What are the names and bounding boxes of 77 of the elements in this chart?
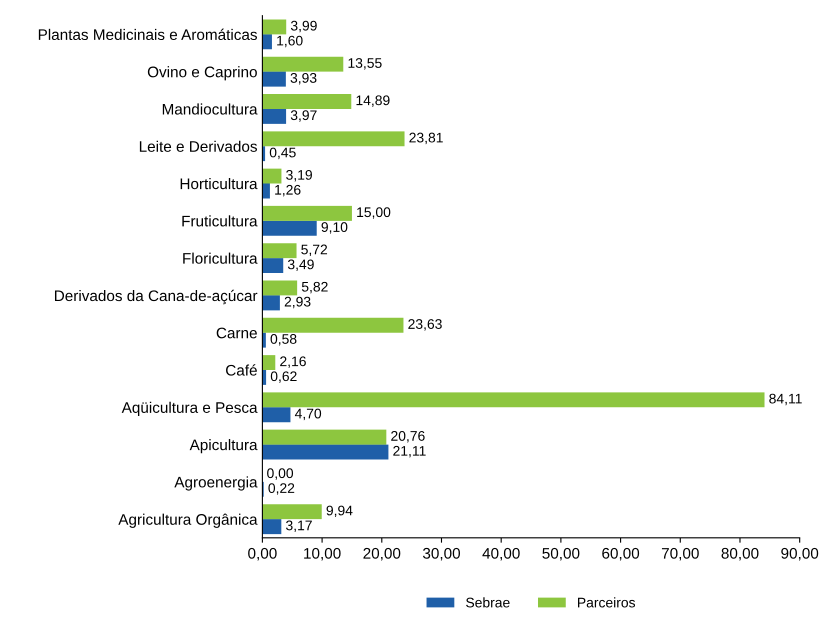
bar xyxy=(262,392,765,408)
bar xyxy=(262,295,280,310)
data-label: 5,72 xyxy=(301,244,328,256)
bar xyxy=(262,108,286,124)
x-tick-label: 90,00 xyxy=(781,548,818,561)
x-tick-label: 10,00 xyxy=(304,548,341,561)
bar xyxy=(262,318,404,333)
data-label: 0,58 xyxy=(270,334,296,346)
bar xyxy=(262,519,282,534)
data-label: 0,62 xyxy=(270,371,297,383)
bar xyxy=(262,206,352,221)
bar xyxy=(262,430,386,445)
y-tick-label: Carne xyxy=(216,328,257,338)
y-tick-label: Ovino e Caprino xyxy=(148,66,257,80)
x-tick-label: 0,00 xyxy=(248,548,277,561)
y-tick-label: Agroenergia xyxy=(174,476,258,491)
data-label: 0,00 xyxy=(267,468,294,480)
bar xyxy=(262,243,297,258)
x-tick-label: 40,00 xyxy=(482,548,520,561)
y-tick-label: Derivados da Cana-de-açúcar xyxy=(54,290,258,304)
bar xyxy=(262,258,284,274)
y-tick-label: Agricultura Orgânica xyxy=(118,514,258,528)
data-label: 13,55 xyxy=(348,58,382,70)
y-tick-label: Aqüicultura e Pesca xyxy=(122,402,258,416)
bar xyxy=(262,72,286,87)
data-label: 2,16 xyxy=(280,356,306,368)
data-label: 9,10 xyxy=(322,222,348,234)
data-label: 3,93 xyxy=(290,73,316,84)
y-tick-label: Fruticultura xyxy=(182,215,258,227)
data-label: 3,19 xyxy=(286,170,312,182)
data-label: 2,93 xyxy=(284,296,310,308)
bar xyxy=(262,19,286,34)
bar xyxy=(262,56,344,72)
x-tick-label: 80,00 xyxy=(722,548,758,561)
x-tick-label: 30,00 xyxy=(422,548,460,561)
bar xyxy=(262,504,322,520)
bar xyxy=(262,355,276,370)
y-tick-label: Mandiocultura xyxy=(162,103,258,115)
bar xyxy=(262,280,298,296)
bar xyxy=(262,168,282,184)
data-label: 1,60 xyxy=(277,36,303,48)
data-label: 1,26 xyxy=(275,184,301,196)
data-label: 3,49 xyxy=(288,259,314,271)
data-label: 0,22 xyxy=(268,483,294,495)
y-tick-label: Leite e Derivados xyxy=(140,140,257,152)
data-label: 20,76 xyxy=(391,431,425,442)
data-label: 3,99 xyxy=(290,20,317,32)
data-label: 84,11 xyxy=(769,394,802,406)
data-label: 5,82 xyxy=(302,282,328,294)
bar xyxy=(262,34,272,50)
data-label: 23,81 xyxy=(409,132,443,144)
bar xyxy=(262,407,290,422)
bar xyxy=(262,131,405,146)
data-label: 3,17 xyxy=(286,520,312,532)
data-label: 15,00 xyxy=(357,207,390,219)
x-tick-label: 50,00 xyxy=(542,548,580,561)
y-tick-label: Apicultura xyxy=(190,439,258,454)
data-label: 3,97 xyxy=(290,110,317,122)
legend-label: Parceiros xyxy=(578,597,636,608)
x-tick-label: 60,00 xyxy=(602,548,640,561)
y-tick-label: Horticultura xyxy=(180,178,258,190)
y-tick-label: Floricultura xyxy=(183,252,258,264)
bar xyxy=(262,444,388,460)
x-tick-label: 70,00 xyxy=(662,548,699,561)
data-label: 23,63 xyxy=(408,319,442,331)
data-label: 14,89 xyxy=(356,95,390,107)
data-label: 21,11 xyxy=(393,446,426,458)
y-tick-label: Café xyxy=(226,364,257,376)
data-label: 0,45 xyxy=(270,148,296,160)
legend-label: Sebrae xyxy=(466,597,510,608)
bar xyxy=(262,94,352,109)
bar xyxy=(262,220,317,236)
data-label: 9,94 xyxy=(326,506,353,518)
data-label: 4,70 xyxy=(294,408,322,420)
bar xyxy=(262,184,270,198)
x-tick-label: 20,00 xyxy=(363,548,400,561)
y-tick-label: Plantas Medicinais e Aromáticas xyxy=(38,28,257,40)
